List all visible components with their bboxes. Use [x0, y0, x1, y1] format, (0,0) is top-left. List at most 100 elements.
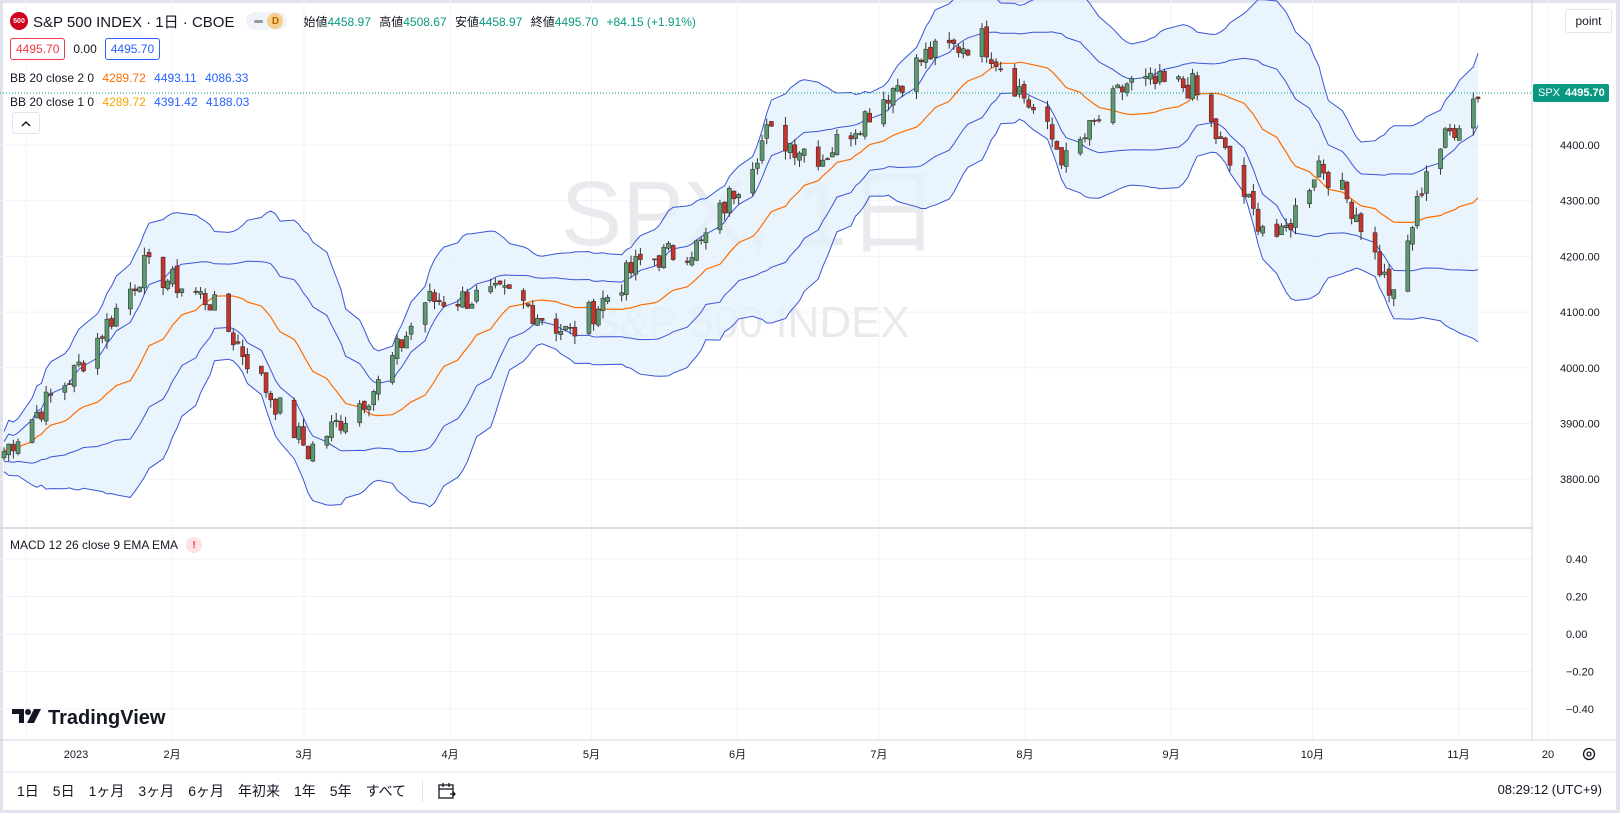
candle-down [525, 303, 531, 307]
candle-down [1194, 75, 1200, 96]
candle-down [1358, 213, 1364, 233]
candle-up [1354, 214, 1359, 223]
sell-price-box[interactable]: 4495.70 [10, 38, 66, 60]
candle-up [296, 426, 302, 440]
candle-up [923, 48, 929, 63]
candle-down [1255, 208, 1261, 232]
candle-down [530, 305, 536, 324]
candle-down [507, 284, 512, 289]
ohlc-low-value: 4458.97 [478, 14, 523, 29]
collapse-legend-button[interactable] [12, 112, 40, 134]
range-6m-button[interactable]: 6ヶ月 [188, 783, 224, 799]
clock-timezone[interactable]: 08:29:12 (UTC+9) [1497, 782, 1602, 797]
market-status-pill[interactable]: D [246, 12, 288, 30]
indicator-name: BB 20 close 1 0 [10, 95, 95, 109]
gear-icon[interactable] [1581, 746, 1597, 762]
candle-down [441, 302, 447, 307]
warning-icon[interactable]: ! [186, 537, 203, 553]
candle-down [684, 260, 690, 263]
calendar-range-icon[interactable] [437, 781, 457, 801]
indicator-lower: 4188.03 [205, 95, 250, 109]
macd-legend[interactable]: MACD 12 26 close 9 EMA EMA ! [10, 537, 203, 553]
last-price-tag: 4495.70 [1561, 84, 1609, 102]
candle-down [567, 327, 573, 329]
upper-band-1sd [3, 31, 1479, 442]
candle-up [198, 291, 203, 295]
candle-down [965, 49, 971, 56]
range-5d-button[interactable]: 5日 [52, 783, 75, 799]
candle-down [628, 262, 634, 274]
candle-up [1246, 193, 1252, 198]
candle-up [624, 262, 629, 295]
candle-up [469, 303, 475, 309]
range-1m-button[interactable]: 1ヶ月 [88, 783, 125, 799]
candle-down [207, 304, 213, 311]
ohlc-close-value: 4495.70 [554, 14, 599, 29]
candle-up [329, 421, 334, 438]
indicator-bb-2[interactable]: BB 20 close 2 0 4289.72 4493.11 4086.33 [10, 71, 253, 85]
candle-up [1456, 128, 1462, 141]
candle-down [1419, 193, 1425, 196]
indicator-upper: 4493.11 [154, 71, 197, 85]
indicator-name: BB 20 close 2 0 [10, 71, 95, 85]
candle-down [455, 304, 461, 307]
candle-up [586, 302, 592, 334]
symbol-header[interactable]: 500 S&P 500 INDEX · 1日 · CBOE D 始値 4458.9… [10, 10, 701, 32]
candle-down [132, 288, 138, 291]
candle-down [1241, 165, 1247, 197]
candle-down [638, 253, 643, 260]
bid-ask-row: 4495.70 0.00 4495.70 [10, 38, 161, 60]
candle-up [114, 307, 119, 327]
candle-up [277, 397, 283, 414]
candle-up [371, 391, 376, 406]
symbol-logo-icon: 500 [10, 12, 28, 30]
candle-up [6, 443, 11, 456]
candle-down [792, 144, 798, 158]
time-axis-label: 10月 [1301, 749, 1324, 761]
spread-value: 0.00 [73, 42, 97, 56]
candle-down [1452, 128, 1457, 138]
candle-up [1339, 179, 1345, 190]
candle-down [1475, 96, 1481, 99]
candle-up [1115, 84, 1120, 89]
candle-down [1349, 201, 1354, 219]
ohlc-high-value: 4508.67 [403, 14, 447, 29]
candle-up [142, 255, 147, 289]
range-ytd-button[interactable]: 年初来 [237, 783, 280, 799]
candle-up [71, 365, 77, 387]
buy-price-box[interactable]: 4495.70 [104, 38, 161, 60]
range-3m-button[interactable]: 3ヶ月 [138, 783, 175, 799]
time-axis-label: 3月 [295, 749, 312, 761]
candle-down [993, 61, 999, 68]
candle-down [1227, 146, 1233, 166]
candle-up [357, 403, 362, 423]
indicator-bb-1[interactable]: BB 20 close 1 0 4289.72 4391.42 4188.03 [10, 95, 254, 109]
brand-name: TradingView [48, 707, 166, 729]
candle-up [76, 361, 82, 366]
price-axis-label: 4200.00 [1560, 251, 1600, 263]
candle-up [343, 423, 348, 433]
candle-up [960, 48, 966, 54]
candle-up [390, 355, 395, 383]
candle-up [128, 288, 133, 310]
range-1y-button[interactable]: 1年 [293, 783, 316, 799]
candle-down [48, 393, 54, 396]
range-1d-button[interactable]: 1日 [17, 783, 39, 799]
tradingview-logo[interactable]: TradingView [12, 707, 165, 730]
ohlc-open-label: 始値 [303, 14, 328, 29]
candle-up [404, 335, 409, 349]
symbol-title[interactable]: S&P 500 INDEX · 1日 · CBOE [33, 13, 235, 31]
candle-up [558, 331, 564, 335]
price-unit-button[interactable]: point [1565, 9, 1612, 33]
range-all-button[interactable]: すべて [365, 783, 407, 799]
ohlc-high-label: 高値 [379, 14, 404, 29]
candle-up [1316, 160, 1322, 178]
candle-up [1311, 179, 1317, 188]
candle-down [1091, 120, 1097, 122]
range-5y-button[interactable]: 5年 [329, 783, 352, 799]
candle-down [235, 341, 241, 344]
candle-down [815, 146, 821, 167]
candle-up [619, 292, 624, 296]
candle-down [951, 39, 957, 44]
